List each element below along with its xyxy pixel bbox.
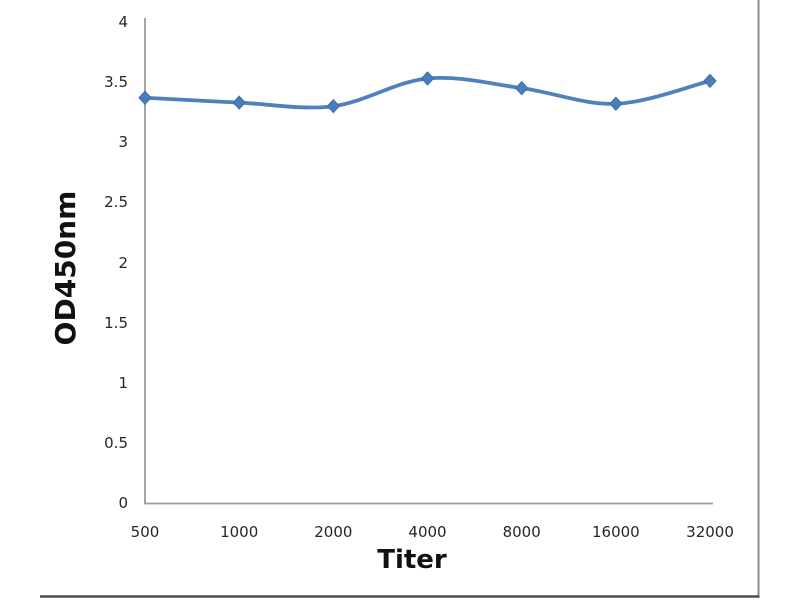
- y-tick-label: 0.5: [104, 433, 128, 452]
- x-tick-label: 8000: [502, 523, 541, 541]
- x-tick-label: 2000: [314, 523, 353, 541]
- y-tick-label: 2: [118, 253, 128, 272]
- data-point-marker: [703, 73, 717, 89]
- data-point-marker: [420, 71, 435, 86]
- x-tick-label: 500: [130, 523, 160, 541]
- x-tick-label: 32000: [686, 523, 734, 541]
- x-tick-label: 1000: [220, 523, 259, 541]
- data-point-marker: [232, 95, 246, 110]
- data-point-marker: [609, 96, 623, 112]
- data-point-marker: [326, 98, 341, 114]
- y-tick-label: 0: [118, 494, 128, 512]
- y-tick-label: 1.5: [104, 313, 128, 332]
- y-tick-label: 2.5: [104, 193, 128, 212]
- x-axis-title: Titer: [377, 545, 447, 575]
- y-tick-label: 3.5: [104, 73, 128, 92]
- y-tick-label: 3: [118, 133, 128, 152]
- data-point-marker: [514, 80, 529, 96]
- y-tick-label: 1: [118, 373, 128, 392]
- y-axis-title: OD450nm: [49, 190, 82, 346]
- x-tick-label: 16000: [591, 523, 640, 541]
- y-tick-label: 4: [118, 13, 128, 31]
- data-point-marker: [138, 90, 152, 105]
- x-tick-label: 4000: [408, 523, 447, 541]
